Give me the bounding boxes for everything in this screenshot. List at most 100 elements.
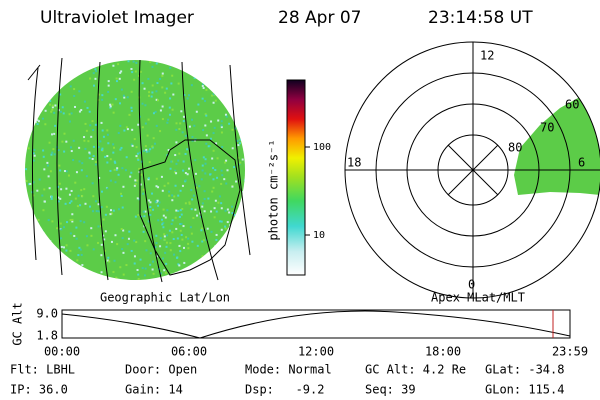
speckle-dot xyxy=(215,91,218,94)
speckle-dot xyxy=(220,131,223,134)
speckle-dot xyxy=(212,132,215,135)
speckle-dot xyxy=(223,101,226,104)
speckle-dot xyxy=(104,155,107,158)
speckle-dot xyxy=(181,238,184,241)
speckle-dot xyxy=(180,275,183,278)
speckle-dot xyxy=(196,214,199,217)
speckle-dot xyxy=(120,70,123,73)
speckle-dot xyxy=(175,256,178,259)
speckle-dot xyxy=(159,77,162,80)
speckle-dot xyxy=(42,155,45,158)
speckle-dot xyxy=(214,245,217,248)
speckle-dot xyxy=(35,221,38,224)
speckle-dot xyxy=(217,119,220,122)
speckle-dot xyxy=(42,209,45,212)
speckle-dot xyxy=(68,66,71,69)
speckle-dot xyxy=(25,121,28,124)
speckle-dot xyxy=(174,216,177,219)
speckle-dot xyxy=(198,185,201,188)
speckle-dot xyxy=(94,77,97,80)
speckle-dot xyxy=(137,214,140,217)
speckle-dot xyxy=(184,153,187,156)
speckle-dot xyxy=(202,156,205,159)
speckle-dot xyxy=(141,267,144,270)
speckle-dot xyxy=(224,209,227,212)
speckle-dot xyxy=(239,138,242,141)
speckle-dot xyxy=(235,81,238,84)
speckle-dot xyxy=(175,141,178,144)
speckle-dot xyxy=(236,212,239,215)
speckle-dot xyxy=(149,209,152,212)
colorbar-tick-label: 10 xyxy=(313,230,325,241)
speckle-dot xyxy=(174,169,177,172)
speckle-dot xyxy=(170,222,173,225)
speckle-dot xyxy=(29,182,32,185)
speckle-dot xyxy=(144,240,147,243)
speckle-dot xyxy=(80,253,83,256)
speckle-dot xyxy=(238,142,241,145)
speckle-dot xyxy=(119,102,122,105)
speckle-dot xyxy=(155,177,158,180)
speckle-dot xyxy=(139,70,142,73)
speckle-dot xyxy=(128,230,131,233)
speckle-dot xyxy=(68,113,71,116)
speckle-dot xyxy=(179,189,182,192)
speckle-dot xyxy=(226,208,229,211)
speckle-dot xyxy=(130,171,133,174)
speckle-dot xyxy=(49,100,52,103)
polar-image xyxy=(514,90,600,195)
speckle-dot xyxy=(162,257,165,260)
speckle-dot xyxy=(217,89,220,92)
speckle-dot xyxy=(106,259,109,262)
speckle-dot xyxy=(141,126,144,129)
speckle-dot xyxy=(114,161,117,164)
speckle-dot xyxy=(131,71,134,74)
speckle-dot xyxy=(231,185,234,188)
speckle-dot xyxy=(169,97,172,100)
speckle-dot xyxy=(215,233,218,236)
speckle-dot xyxy=(72,159,75,162)
speckle-dot xyxy=(212,101,215,104)
speckle-dot xyxy=(32,181,35,184)
speckle-dot xyxy=(212,186,215,189)
speckle-dot xyxy=(98,176,101,179)
speckle-dot xyxy=(173,171,176,174)
speckle-dot xyxy=(35,117,38,120)
speckle-dot xyxy=(138,198,141,201)
speckle-dot xyxy=(90,135,93,138)
speckle-dot xyxy=(112,270,115,273)
speckle-dot xyxy=(122,94,125,97)
speckle-dot xyxy=(166,209,169,212)
speckle-dot xyxy=(38,257,41,260)
speckle-dot xyxy=(51,104,54,107)
speckle-dot xyxy=(62,77,65,80)
speckle-dot xyxy=(84,122,87,125)
speckle-dot xyxy=(102,218,105,221)
date: 28 Apr 07 xyxy=(278,8,361,28)
speckle-dot xyxy=(115,276,118,279)
speckle-dot xyxy=(169,66,172,69)
speckle-dot xyxy=(44,123,47,126)
speckle-dot xyxy=(88,110,91,113)
speckle-dot xyxy=(190,84,193,87)
speckle-dot xyxy=(220,169,223,172)
speckle-dot xyxy=(182,120,185,123)
speckle-dot xyxy=(207,145,210,148)
speckle-dot xyxy=(86,244,89,247)
speckle-dot xyxy=(168,229,171,232)
speckle-dot xyxy=(213,216,216,219)
speckle-dot xyxy=(135,146,138,149)
speckle-dot xyxy=(169,249,172,252)
speckle-dot xyxy=(133,262,136,265)
orbit-plot: GC Alt 9.0 1.8 00:00 06:00 12:00 18:00 2… xyxy=(11,302,589,358)
speckle-dot xyxy=(114,234,117,237)
speckle-dot xyxy=(224,161,227,164)
speckle-dot xyxy=(219,91,222,94)
speckle-dot xyxy=(36,189,39,192)
speckle-dot xyxy=(162,214,165,217)
speckle-dot xyxy=(109,213,112,216)
speckle-dot xyxy=(164,216,167,219)
speckle-dot xyxy=(147,118,150,121)
speckle-dot xyxy=(180,222,183,225)
speckle-dot xyxy=(27,269,30,272)
